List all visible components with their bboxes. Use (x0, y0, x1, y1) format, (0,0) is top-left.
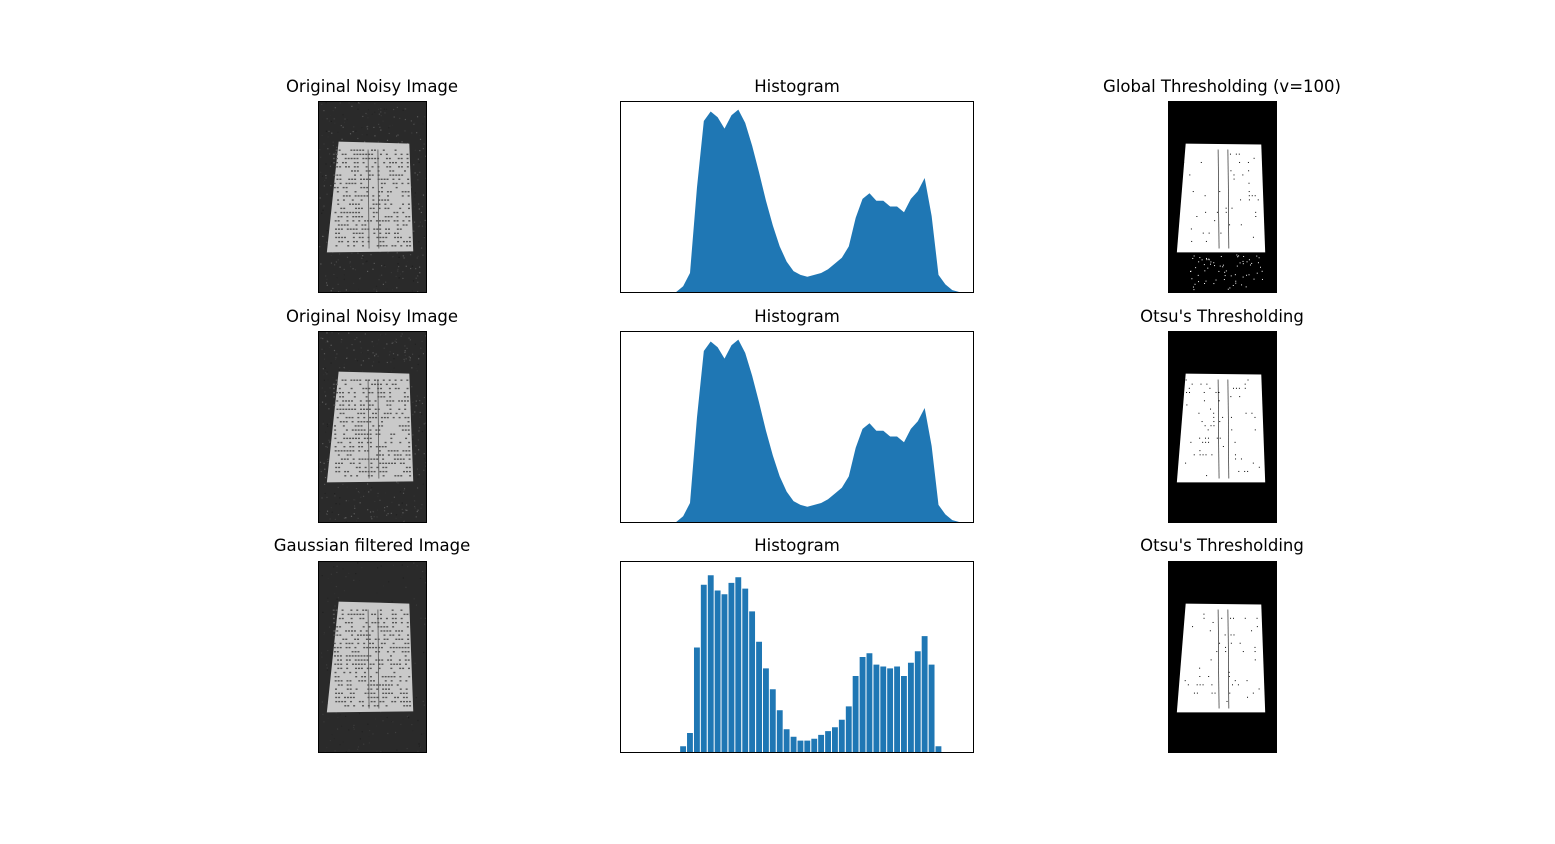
image-axes (317, 561, 427, 753)
histogram-series (680, 575, 942, 752)
histogram-bar (859, 657, 866, 752)
panel-title: Histogram (754, 77, 840, 96)
histogram-bar (928, 664, 935, 752)
histogram-bar (693, 647, 700, 752)
image-plot (1168, 332, 1276, 522)
panel-title: Histogram (754, 307, 840, 326)
histogram-bar (762, 668, 769, 752)
image-plot (1168, 102, 1276, 292)
histogram-bar (901, 676, 907, 752)
panel-title: Original Noisy Image (285, 307, 459, 326)
image-plot (318, 562, 426, 752)
histogram-bar (811, 738, 818, 752)
histogram-bar (687, 733, 693, 752)
paper-text (332, 379, 411, 479)
histogram-bar (756, 641, 762, 752)
histogram-axes (620, 561, 974, 753)
histogram-bar (776, 710, 783, 752)
histogram-bar (749, 611, 756, 752)
panel-title: Global Thresholding (v=100) (1103, 77, 1341, 96)
paper-text (332, 609, 411, 709)
histogram-area (676, 109, 967, 292)
histogram-bar (894, 666, 901, 752)
histogram-bar (873, 664, 880, 752)
histogram-bar (914, 651, 921, 752)
histogram-bar (742, 588, 749, 752)
histogram-bar (818, 734, 825, 752)
histogram-bar (825, 731, 832, 752)
histogram-plot (680, 575, 942, 752)
paper-text (1184, 379, 1260, 479)
panel-title: Original Noisy Image (285, 77, 459, 96)
paper-sheet (1176, 373, 1265, 483)
paper-text (1182, 149, 1259, 249)
threshold-speckles (1189, 254, 1263, 291)
histogram-bar (804, 740, 811, 752)
histogram-series (676, 339, 967, 522)
histogram-axes (620, 331, 974, 523)
image-plot (318, 332, 426, 522)
histogram-axes (620, 101, 974, 293)
histogram-bar (852, 676, 859, 752)
image-plot (318, 102, 426, 292)
histogram-bar (728, 582, 735, 752)
histogram-bar (790, 736, 797, 752)
histogram-bar (866, 653, 873, 752)
histogram-bar (907, 662, 914, 752)
histogram-bar (707, 575, 714, 752)
paper-sheet (1176, 143, 1265, 253)
histogram-bar (921, 636, 928, 752)
image-axes (1167, 331, 1277, 523)
histogram-bar (887, 668, 894, 752)
histogram-bar (935, 746, 942, 752)
histogram-bar (832, 727, 838, 752)
histogram-bar (880, 666, 887, 752)
panel-title: Histogram (754, 536, 840, 555)
histogram-bar (845, 706, 852, 752)
histogram-bar (714, 590, 721, 752)
histogram-plot (676, 109, 967, 292)
image-axes (317, 331, 427, 523)
histogram-area (676, 339, 967, 522)
histogram-bar (797, 740, 804, 752)
paper-sheet (1176, 603, 1265, 713)
panel-title: Otsu's Thresholding (1140, 307, 1304, 326)
histogram-bar (783, 729, 790, 752)
histogram-bar (700, 584, 707, 752)
histogram-series (676, 109, 967, 292)
image-plot (1168, 562, 1276, 752)
image-axes (317, 101, 427, 293)
paper-text (1184, 609, 1260, 709)
histogram-plot (676, 339, 967, 522)
histogram-bar (838, 719, 845, 752)
histogram-bar (680, 746, 687, 752)
panel-title: Gaussian filtered Image (273, 536, 471, 555)
image-axes (1167, 101, 1277, 293)
histogram-bar (721, 594, 728, 752)
paper-text (332, 149, 411, 249)
image-axes (1167, 561, 1277, 753)
histogram-bar (735, 577, 742, 752)
histogram-bar (769, 689, 776, 752)
panel-title: Otsu's Thresholding (1140, 536, 1304, 555)
